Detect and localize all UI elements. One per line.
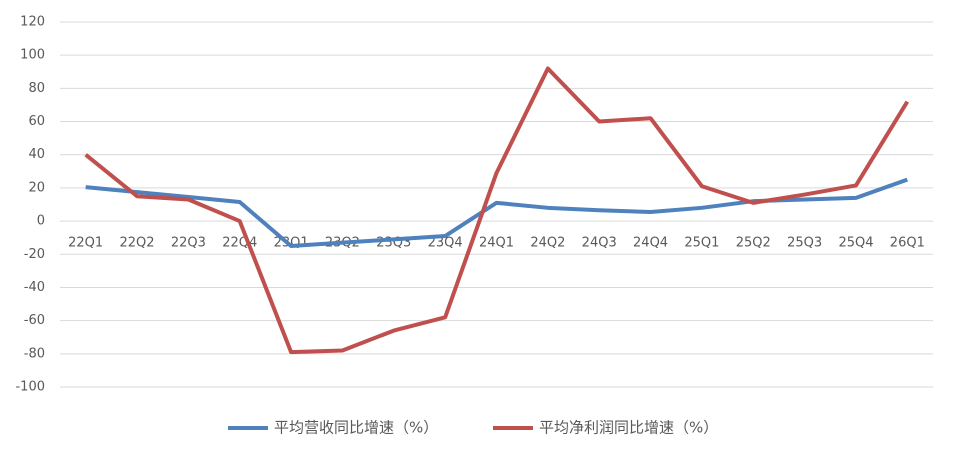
y-tick-label: 100 [20,48,45,63]
x-tick-label: 24Q2 [530,236,565,251]
y-tick-label: -40 [24,280,45,295]
y-tick-label: 120 [20,15,45,30]
x-tick-label: 24Q4 [633,236,668,251]
y-tick-label: 20 [28,180,45,195]
y-tick-label: -80 [24,346,45,361]
x-tick-label: 26Q1 [890,236,925,251]
x-tick-label: 24Q3 [582,236,617,251]
x-tick-label: 22Q1 [68,236,103,251]
y-tick-label: 80 [28,81,45,96]
y-tick-label: 60 [28,114,45,129]
legend-label: 平均净利润同比增速（%） [539,419,718,437]
y-tick-label: -20 [24,247,45,262]
y-tick-label: 40 [28,147,45,162]
x-tick-label: 25Q1 [684,236,719,251]
y-tick-label: -60 [24,313,45,328]
x-tick-label: 24Q1 [479,236,514,251]
y-tick-label: -100 [15,380,45,395]
x-tick-label: 25Q2 [736,236,771,251]
x-tick-label: 23Q4 [428,236,463,251]
x-tick-label: 25Q4 [838,236,873,251]
x-tick-label: 22Q2 [120,236,155,251]
y-tick-label: 0 [37,214,45,229]
x-tick-label: 22Q3 [171,236,206,251]
legend-label: 平均营收同比增速（%） [274,419,438,437]
x-tick-label: 25Q3 [787,236,822,251]
series-line [84,66,910,355]
